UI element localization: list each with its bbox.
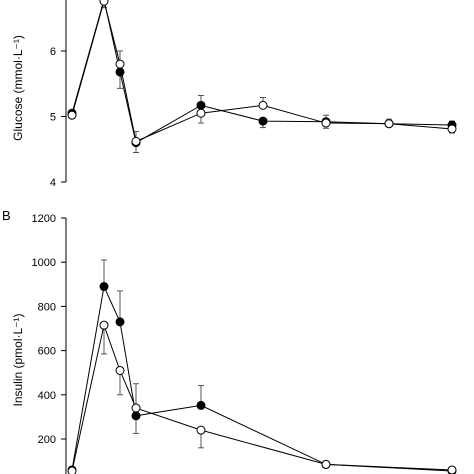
- glucose-panel: 4 5 6 Glucose (mmol·L⁻¹): [11, 0, 457, 189]
- glucose-open-point: [99, 0, 109, 6]
- glucose-filled-point: [258, 116, 268, 126]
- glucose-error-bars: [69, 1, 455, 153]
- insulin-filled-point: [99, 282, 109, 292]
- insulin-filled-point: [131, 411, 141, 421]
- insulin-open-point: [321, 459, 331, 469]
- glucose-open-point: [258, 100, 268, 110]
- glucose-y-tick-label: 4: [50, 177, 56, 189]
- insulin-y-tick-label: 1000: [32, 257, 56, 269]
- insulin-series-1-line: [71, 284, 453, 472]
- panel-label-b: B: [2, 208, 11, 223]
- insulin-open-point: [447, 465, 457, 474]
- insulin-error-bars: [69, 259, 455, 474]
- insulin-open-point: [67, 466, 77, 474]
- glucose-open-point: [196, 108, 206, 118]
- insulin-open-point: [115, 365, 125, 375]
- glucose-y-tick-label: 6: [50, 46, 56, 58]
- glucose-open-point: [115, 59, 125, 69]
- glucose-y-tick-label: 5: [50, 112, 56, 124]
- insulin-y-tick-label: 600: [38, 346, 56, 358]
- insulin-series-lines: [71, 284, 453, 472]
- glucose-y-axis-label: Glucose (mmol·L⁻¹): [11, 35, 25, 141]
- insulin-y-axis-label: Insulin (pmol·L⁻¹): [11, 313, 25, 406]
- insulin-y-tick-label: 800: [38, 301, 56, 313]
- insulin-open-point: [196, 425, 206, 435]
- insulin-data-points: [67, 282, 457, 474]
- glucose-open-point: [131, 136, 141, 146]
- insulin-y-ticks: 200 400 600 800 1000 1200: [32, 213, 66, 446]
- insulin-y-tick-label: 1200: [32, 213, 56, 225]
- insulin-y-tick-label: 400: [38, 390, 56, 402]
- insulin-filled-point: [115, 317, 125, 327]
- insulin-open-point: [99, 320, 109, 330]
- glucose-open-point: [321, 118, 331, 128]
- glucose-open-point: [67, 110, 77, 120]
- glucose-open-point: [447, 124, 457, 134]
- insulin-panel: B 200 400 600 800 1000 1200 Insulin (pmol·L⁻¹…: [2, 208, 457, 474]
- glucose-filled-point: [196, 100, 206, 110]
- insulin-filled-point: [196, 400, 206, 410]
- glucose-open-point: [384, 119, 394, 129]
- insulin-series-2-line: [71, 323, 453, 472]
- glucose-data-points: [67, 0, 457, 148]
- glucose-filled-point: [115, 67, 125, 77]
- glucose-y-ticks: 4 5 6: [50, 46, 66, 189]
- insulin-open-point: [131, 403, 141, 413]
- insulin-y-tick-label: 200: [38, 434, 56, 446]
